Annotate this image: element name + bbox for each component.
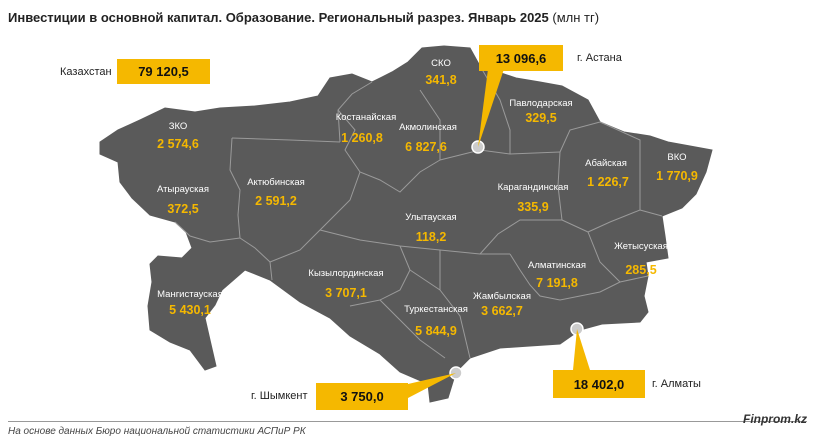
- region-labels: СКО 341,8 Павлодарская 329,5 Костанайская 1 2…: [157, 58, 698, 338]
- almaty-pointer: [573, 329, 590, 370]
- region-name: Жетысуская: [614, 241, 668, 252]
- region-name: ЗКО: [169, 121, 188, 132]
- region-name: Кызылординская: [308, 268, 383, 279]
- brand-logo: Finprom.kz: [742, 412, 807, 426]
- region-value: 2 574,6: [157, 137, 199, 151]
- region-name: Актюбинская: [247, 177, 305, 188]
- region-name: СКО: [431, 58, 451, 69]
- region-name: Павлодарская: [509, 98, 572, 109]
- region-name: Жамбылская: [473, 291, 531, 302]
- region-name: ВКО: [667, 152, 686, 163]
- map-title: Инвестиции в основной капитал. Образован…: [8, 10, 599, 25]
- region-value: 5 844,9: [415, 324, 457, 338]
- region-name: Костанайская: [336, 112, 396, 123]
- astana-value: 13 096,6: [479, 45, 563, 71]
- region-name: Атырауская: [157, 184, 209, 195]
- shymkent-value: 3 750,0: [316, 383, 408, 410]
- region-value: 1 260,8: [341, 131, 383, 145]
- region-name: Акмолинская: [399, 122, 457, 133]
- shymkent-pointer: [408, 373, 456, 398]
- region-value: 2 591,2: [255, 194, 297, 208]
- region-value: 372,5: [167, 202, 198, 216]
- region-name: Мангистауская: [157, 289, 223, 300]
- region-name: Абайская: [585, 158, 627, 169]
- shymkent-label: г. Шымкент: [251, 390, 308, 402]
- region-value: 329,5: [525, 111, 556, 125]
- region-value: 3 707,1: [325, 286, 367, 300]
- region-value: 341,8: [425, 73, 456, 87]
- region-value: 285,5: [625, 263, 656, 277]
- total-value: 79 120,5: [117, 59, 210, 84]
- almaty-label: г. Алматы: [652, 378, 701, 390]
- region-value: 335,9: [517, 200, 548, 214]
- region-value: 3 662,7: [481, 304, 523, 318]
- title-unit: (млн тг): [552, 10, 600, 25]
- region-value: 1 226,7: [587, 175, 629, 189]
- source-note: На основе данных Бюро национальной стати…: [8, 426, 306, 437]
- footer-divider: [8, 421, 807, 422]
- almaty-value: 18 402,0: [553, 370, 645, 398]
- region-borders: [174, 65, 663, 359]
- astana-pointer: [478, 69, 504, 147]
- country-shape: [99, 45, 713, 403]
- title-text: Инвестиции в основной капитал. Образован…: [8, 10, 549, 25]
- region-name: Улытауская: [405, 212, 456, 223]
- region-name: Туркестанская: [404, 304, 468, 315]
- region-value: 118,2: [416, 230, 447, 244]
- region-value: 6 827,6: [405, 140, 447, 154]
- region-value: 7 191,8: [536, 276, 578, 290]
- region-value: 1 770,9: [656, 169, 698, 183]
- astana-label: г. Астана: [577, 52, 622, 64]
- total-label: Казахстан: [60, 66, 112, 78]
- region-value: 5 430,1: [169, 303, 211, 317]
- region-name: Алматинская: [528, 260, 586, 271]
- region-name: Карагандинская: [498, 182, 569, 193]
